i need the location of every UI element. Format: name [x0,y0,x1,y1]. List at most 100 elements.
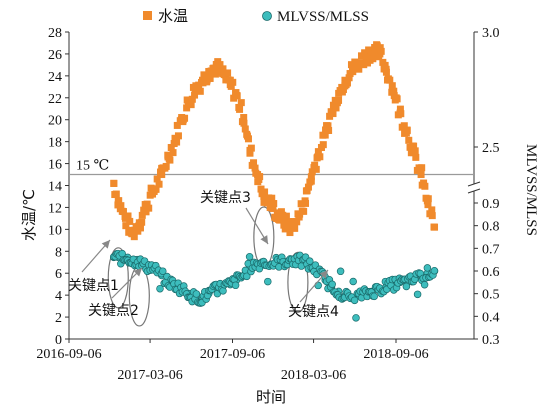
y-left-axis-label: 水温/℃ [20,189,38,241]
data-point-water-temperature [136,224,144,232]
series-mlvss-mlss [110,249,439,322]
y-right-tick-label: 0.5 [482,288,500,303]
data-point-water-temperature [241,125,249,133]
data-point-mlvss-mlss [430,266,439,275]
data-point-water-temperature [251,164,259,172]
y-right-tick-label: 0.9 [482,197,500,212]
data-point-water-temperature [343,79,351,87]
data-point-water-temperature [219,65,227,73]
data-point-water-temperature [224,69,232,77]
data-point-water-temperature [388,82,396,90]
y-right-tick-label: 0.8 [482,220,500,235]
y-left-tick-label: 0 [55,333,62,348]
data-point-water-temperature [303,187,311,195]
data-point-water-temperature [252,169,260,177]
data-point-water-temperature [244,135,252,143]
data-point-mlvss-mlss [243,272,251,281]
data-point-mlvss-mlss [352,314,360,322]
data-point-water-temperature [424,201,432,209]
data-point-water-temperature [246,149,254,157]
data-point-water-temperature [405,136,413,144]
data-point-mlvss-mlss [159,267,167,275]
data-point-water-temperature [240,119,248,127]
data-point-water-temperature [229,78,237,86]
data-point-mlvss-mlss [413,290,422,299]
y-left-tick-label: 14 [48,180,62,195]
data-point-water-temperature [269,204,277,212]
annotation-label: 关键点2 [88,303,139,319]
data-point-water-temperature [200,71,208,79]
data-point-water-temperature [166,156,174,164]
data-point-water-temperature [122,222,130,230]
data-point-water-temperature [411,147,419,155]
legend: 水温 MLVSS/MLSS [143,7,369,25]
data-point-water-temperature [164,151,172,159]
data-point-water-temperature [314,148,322,156]
data-point-water-temperature [142,208,150,216]
data-point-water-temperature [188,95,196,103]
data-point-water-temperature [421,182,429,190]
data-point-water-temperature [227,82,235,90]
data-point-water-temperature [397,110,405,118]
legend-label-mlvss-mlss: MLVSS/MLSS [277,9,369,25]
data-point-water-temperature [375,53,383,61]
y-right-tick-label: 0.7 [482,242,500,257]
data-point-mlvss-mlss [192,290,201,298]
data-point-water-temperature [307,173,315,181]
data-point-mlvss-mlss [219,287,227,295]
y-right-tick-label: 3.0 [482,26,500,41]
data-point-water-temperature [173,138,181,146]
data-point-water-temperature [355,65,363,73]
annotation-arrow-head [319,270,328,279]
data-point-water-temperature [117,202,125,210]
data-point-mlvss-mlss [336,267,345,276]
data-point-water-temperature [304,183,312,191]
data-point-water-temperature [211,70,219,78]
data-point-mlvss-mlss [231,281,240,290]
data-point-water-temperature [153,175,161,183]
data-point-water-temperature [210,64,218,72]
data-point-water-temperature [230,94,238,102]
data-point-water-temperature [112,190,120,198]
data-point-water-temperature [256,173,264,181]
data-point-water-temperature [424,195,432,203]
data-point-water-temperature [181,114,189,122]
data-point-water-temperature [381,61,389,69]
data-point-water-temperature [430,223,438,231]
data-point-mlvss-mlss [350,296,359,305]
x-axis-label: 时间 [256,388,286,406]
data-point-water-temperature [162,162,170,170]
data-point-water-temperature [300,207,308,215]
data-point-water-temperature [138,211,146,219]
y-left-tick-label: 8 [55,245,62,260]
data-point-water-temperature [276,216,284,224]
annotation-arrow-head [101,240,110,249]
data-point-water-temperature [302,199,310,207]
data-point-water-temperature [319,131,327,139]
data-point-water-temperature [196,87,204,95]
data-point-water-temperature [250,159,258,167]
data-point-water-temperature [362,54,370,62]
annotation-arrow-head [260,235,268,244]
data-point-water-temperature [335,96,343,104]
data-point-water-temperature [183,104,191,112]
y-right-tick-label: 0.4 [482,310,500,325]
data-point-water-temperature [370,48,378,56]
data-point-water-temperature [386,76,394,84]
data-point-water-temperature [286,229,294,237]
data-point-water-temperature [339,86,347,94]
data-point-water-temperature [361,49,369,57]
data-point-water-temperature [316,153,324,161]
y-left-tick-label: 18 [48,136,62,151]
x-tick-label: 2016-09-06 [36,347,101,362]
annotation-label: 关键点4 [288,304,339,320]
data-point-water-temperature [240,114,248,122]
reference-line-label: 15 ℃ [76,159,109,174]
series-water-temperature [110,41,439,241]
data-point-water-temperature [360,61,368,69]
tick-labels: 02468101214161820222426280.30.40.50.60.7… [36,26,499,383]
x-tick-label: 2018-03-06 [281,368,346,383]
annotation-arrow-head [133,268,142,277]
data-point-water-temperature [124,212,132,220]
